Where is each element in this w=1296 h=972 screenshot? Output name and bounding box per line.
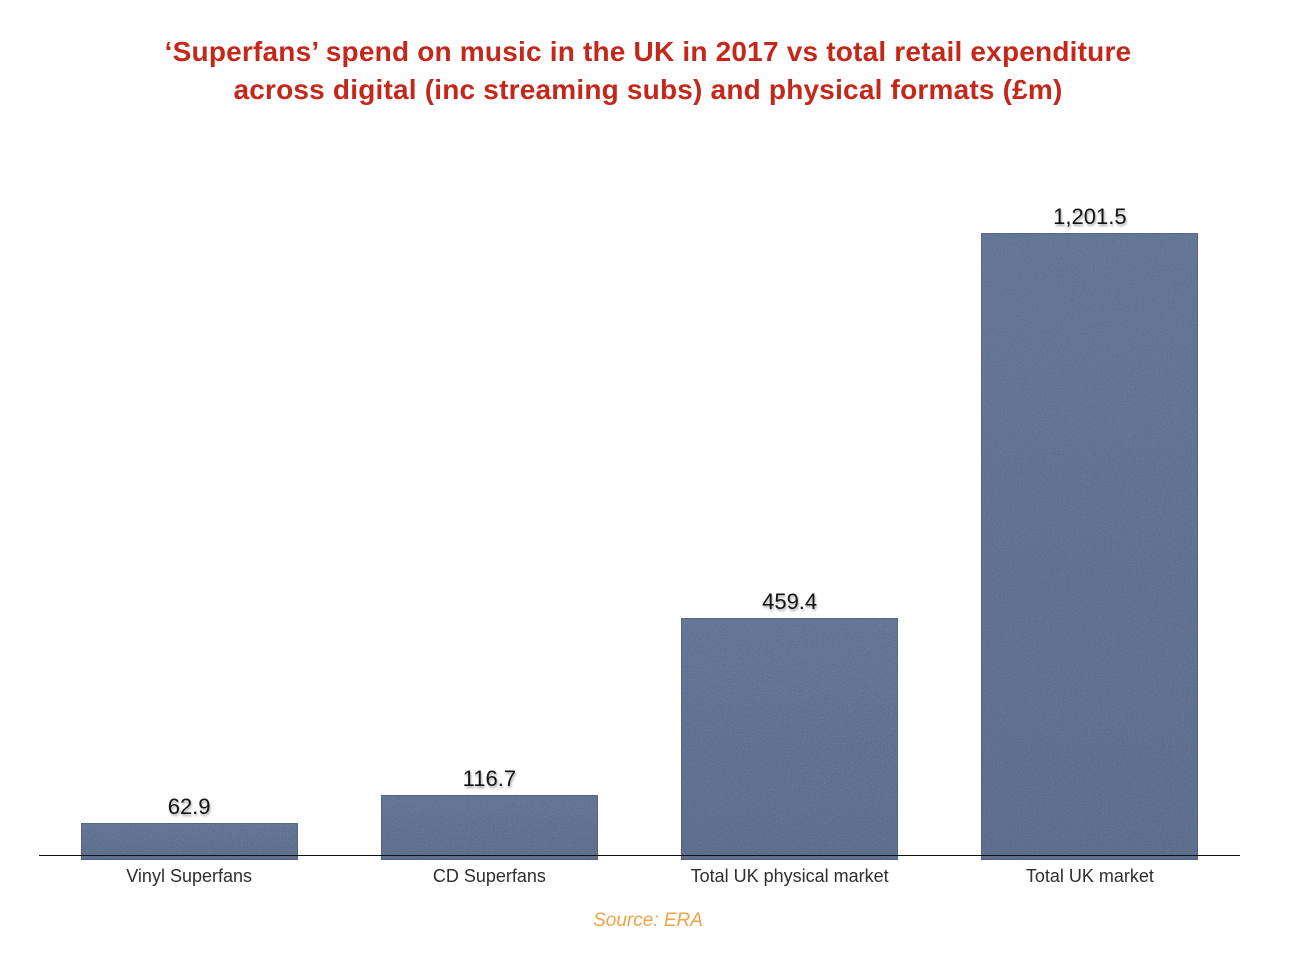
source-caption: Source: ERA bbox=[593, 910, 703, 931]
bar-texture bbox=[380, 795, 598, 860]
x-axis-category-label: CD Superfans bbox=[432, 866, 546, 886]
chart-title: ‘Superfans’ spend on music in the UK in … bbox=[0, 33, 1296, 109]
bar bbox=[380, 795, 598, 860]
x-axis-category-label: Vinyl Superfans bbox=[126, 866, 252, 886]
x-axis-line bbox=[39, 855, 1240, 856]
bar-group: 116.7 CD Superfans bbox=[339, 170, 639, 886]
chart-title-line-1: ‘Superfans’ spend on music in the UK in … bbox=[164, 36, 1132, 67]
bar-group: 1,201.5 Total UK market bbox=[940, 170, 1240, 886]
bar bbox=[681, 618, 899, 860]
bar-texture bbox=[80, 823, 298, 860]
bar-value-label: 62.9 bbox=[167, 794, 211, 819]
bar-texture bbox=[981, 233, 1199, 860]
bar-value-label: 116.7 bbox=[462, 766, 517, 791]
plot-area: 62.9 Vinyl Superfans 116.7 CD Superfans 459.… bbox=[39, 170, 1240, 886]
bar bbox=[80, 823, 298, 860]
bar-group: 459.4 Total UK physical market bbox=[640, 170, 940, 886]
chart-title-line-2: across digital (inc streaming subs) and … bbox=[233, 74, 1063, 105]
bar-texture bbox=[681, 618, 899, 860]
bar-group: 62.9 Vinyl Superfans bbox=[39, 170, 339, 886]
x-axis-category-label: Total UK physical market bbox=[690, 866, 889, 886]
x-axis-category-label: Total UK market bbox=[1025, 866, 1154, 886]
bar bbox=[981, 233, 1199, 860]
bar-value-label: 459.4 bbox=[762, 589, 818, 614]
bar-value-label: 1,201.5 bbox=[1053, 204, 1127, 229]
